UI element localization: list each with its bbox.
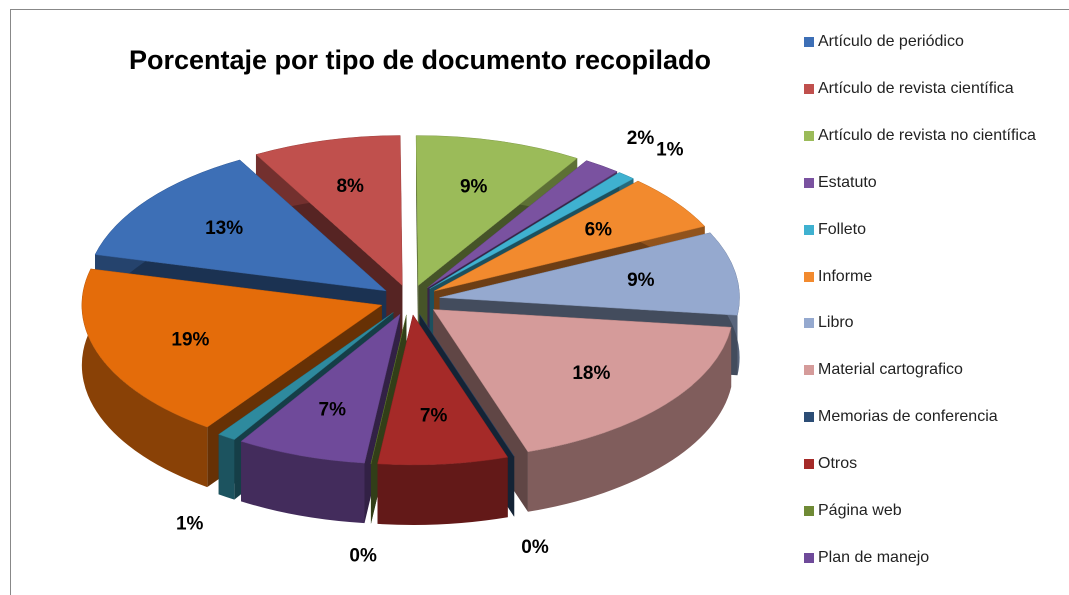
data-label: 1% [176,514,204,535]
chart-title: Porcentaje por tipo de documento recopil… [129,45,711,75]
data-label: 1% [656,140,684,161]
slice [377,314,509,525]
legend-swatch [804,459,814,470]
slice [218,312,394,440]
slice [429,172,635,289]
legend-label: Artículo de revista no científica [818,126,1036,144]
legend-label: Artículo de revista científica [818,79,1014,97]
slice-side [241,441,365,524]
data-label: 13% [205,218,243,239]
legend-label: Estatuto [818,173,877,191]
legend-swatch [804,552,814,563]
legend-label: Memorias de conferencia [818,408,998,426]
slice [370,314,407,464]
data-label: 19% [171,329,209,350]
legend-label: Artículo de periódico [818,33,964,50]
legend-swatch [804,224,814,235]
legend-swatch [804,37,814,47]
slice [434,180,706,292]
data-label: 9% [460,176,488,197]
legend-swatch [804,271,814,282]
slice [81,268,383,428]
data-label: 7% [319,399,347,420]
data-label: 2% [627,128,655,149]
legend-label: Plan de manejo [818,548,930,566]
legend-swatch [804,177,814,188]
legend-swatch [804,412,814,423]
slice [94,159,387,292]
legend-label: Página web [818,502,902,519]
data-label: 8% [336,176,364,197]
slice [377,314,509,466]
slice-side [527,327,732,512]
data-label: 7% [420,405,448,426]
slice [255,135,403,287]
data-label: 0% [521,537,549,558]
legend-label: Informe [818,267,873,285]
slice [439,232,740,316]
legend-swatch [804,83,814,94]
slice [427,160,618,289]
slice [415,135,578,287]
slice-side [377,457,508,525]
data-label: 6% [585,220,613,241]
legend-label: Otros [818,455,858,473]
slice [432,309,732,453]
legend-label: Libro [818,314,854,332]
data-label: 18% [572,363,610,384]
data-label: 0% [349,546,377,567]
chart-border [10,9,1069,595]
legend-label: Material cartografico [818,361,963,379]
data-label: 9% [627,270,655,291]
legend-swatch [804,506,814,516]
slice-side [81,268,208,488]
legend-swatch [804,130,814,141]
slice [240,313,401,464]
legend-swatch [804,318,814,329]
legend-swatch [804,365,814,376]
slice-side [218,434,235,500]
legend-label: Folleto [818,220,867,238]
